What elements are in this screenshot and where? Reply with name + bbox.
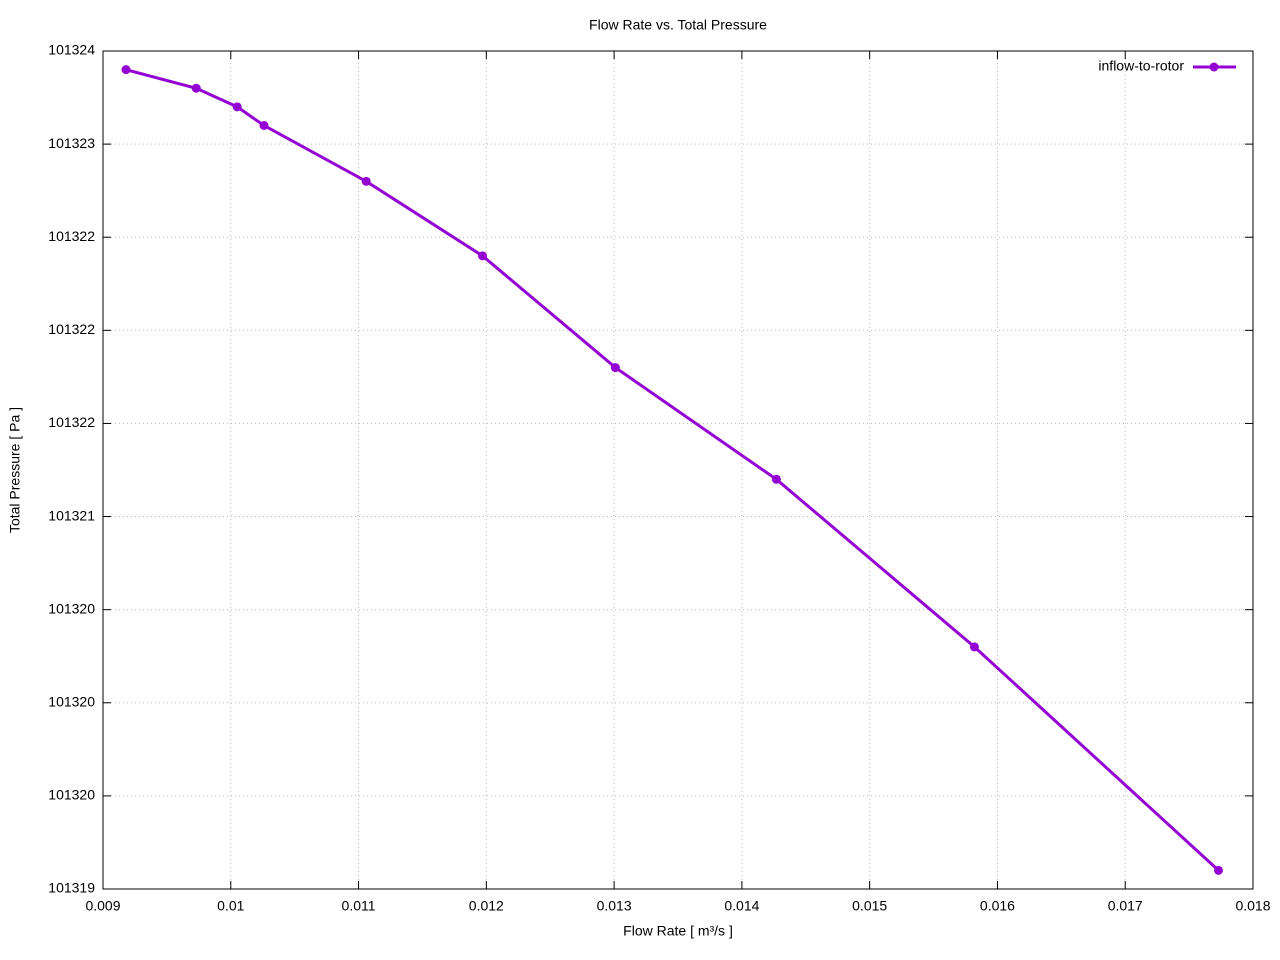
x-tick-label: 0.009 <box>85 898 120 914</box>
chart-title: Flow Rate vs. Total Pressure <box>589 17 767 33</box>
x-tick-label: 0.014 <box>724 898 759 914</box>
x-tick-label: 0.012 <box>469 898 504 914</box>
y-tick-label: 101322 <box>48 321 95 337</box>
point <box>771 474 781 484</box>
y-tick-label: 101321 <box>48 507 95 523</box>
x-tick-label: 0.015 <box>852 898 887 914</box>
x-tick-label: 0.018 <box>1235 898 1270 914</box>
y-tick-label: 101324 <box>48 42 95 58</box>
point <box>232 102 242 112</box>
point <box>361 176 371 186</box>
y-axis-label: Total Pressure [ Pa ] <box>7 407 23 533</box>
point <box>478 251 487 261</box>
y-tick-label: 101320 <box>48 693 95 709</box>
x-tick-label: 0.017 <box>1108 898 1143 914</box>
line <box>125 68 1220 872</box>
y-tick-label: 101322 <box>48 228 95 244</box>
y-tick-label: 101323 <box>48 135 95 151</box>
x-tick-label: 0.01 <box>217 898 244 914</box>
point <box>259 120 269 130</box>
point <box>610 363 620 373</box>
y-tick-label: 101319 <box>48 880 95 896</box>
point <box>969 642 979 652</box>
legend-marker <box>1209 62 1219 72</box>
point <box>121 65 131 75</box>
x-axis-label: Flow Rate [ m³/s ] <box>623 923 733 939</box>
x-tick-label: 0.013 <box>597 898 632 914</box>
x-tick-label: 0.011 <box>342 898 376 914</box>
point <box>191 83 201 93</box>
y-tick-label: 101322 <box>48 414 95 430</box>
point <box>1214 865 1223 875</box>
plot-border <box>102 50 1254 890</box>
legend-label: inflow-to-rotor <box>1098 58 1184 74</box>
x-tick-label: 0.016 <box>980 898 1015 914</box>
y-tick-label: 101320 <box>48 600 95 616</box>
y-tick-label: 101320 <box>48 787 95 803</box>
